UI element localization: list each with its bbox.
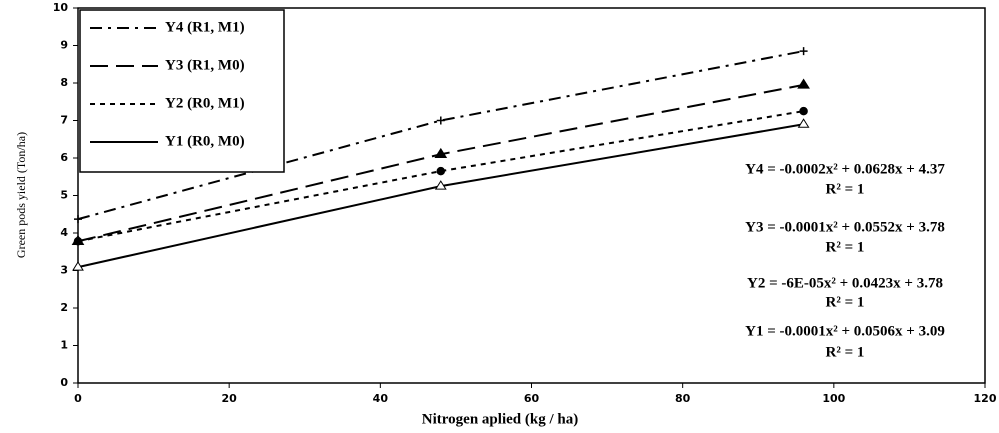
y-tick-label: 4 bbox=[60, 226, 68, 239]
annotation: Y4 = -0.0002x² + 0.0628x + 4.37 bbox=[745, 161, 945, 177]
annotation: Y1 = -0.0001x² + 0.0506x + 3.09 bbox=[745, 323, 945, 339]
marker bbox=[72, 261, 84, 271]
annotation: Y2 = -6E-05x² + 0.0423x + 3.78 bbox=[747, 275, 943, 291]
legend-label: Y2 (R0, M1) bbox=[165, 95, 245, 111]
marker bbox=[799, 47, 808, 56]
annotation: R² = 1 bbox=[826, 344, 865, 360]
x-tick-label: 80 bbox=[675, 392, 691, 405]
marker bbox=[436, 116, 445, 125]
legend-label: Y3 (R1, M0) bbox=[165, 57, 245, 73]
marker bbox=[436, 166, 446, 176]
series-line bbox=[77, 50, 804, 221]
marker bbox=[434, 180, 447, 190]
legend-label: Y4 (R1, M1) bbox=[165, 19, 245, 35]
x-axis-label: Nitrogen aplied (kg / ha) bbox=[422, 411, 578, 427]
y-tick-label: 10 bbox=[53, 1, 69, 14]
marker bbox=[797, 118, 810, 128]
marker bbox=[797, 78, 810, 89]
x-tick-label: 0 bbox=[74, 392, 82, 405]
y-tick-label: 7 bbox=[60, 114, 68, 127]
y-tick-label: 2 bbox=[60, 301, 68, 314]
marker bbox=[74, 215, 82, 224]
x-tick-label: 120 bbox=[974, 392, 997, 405]
series-line bbox=[77, 110, 804, 243]
y-tick-label: 5 bbox=[60, 189, 68, 202]
y-tick-label: 0 bbox=[60, 376, 68, 389]
y-tick-label: 1 bbox=[60, 339, 68, 352]
y-tick-label: 8 bbox=[60, 76, 68, 89]
y-tick-label: 3 bbox=[60, 264, 68, 277]
annotation: Y3 = -0.0001x² + 0.0552x + 3.78 bbox=[745, 219, 945, 235]
y-axis-label: Green pods yield (Ton/ha) bbox=[14, 132, 28, 258]
y-tick-label: 9 bbox=[60, 39, 68, 52]
x-tick-label: 60 bbox=[524, 392, 540, 405]
marker bbox=[434, 147, 448, 158]
marker bbox=[799, 106, 808, 116]
y-tick-label: 6 bbox=[60, 151, 68, 164]
x-tick-label: 100 bbox=[822, 392, 845, 405]
x-tick-label: 20 bbox=[222, 392, 238, 405]
legend-label: Y1 (R0, M0) bbox=[165, 133, 245, 149]
marker bbox=[73, 237, 83, 246]
legend-box bbox=[79, 9, 285, 173]
annotation: R² = 1 bbox=[826, 181, 865, 197]
annotation: R² = 1 bbox=[826, 294, 865, 310]
annotation: R² = 1 bbox=[826, 239, 865, 255]
x-tick-label: 40 bbox=[373, 392, 389, 405]
